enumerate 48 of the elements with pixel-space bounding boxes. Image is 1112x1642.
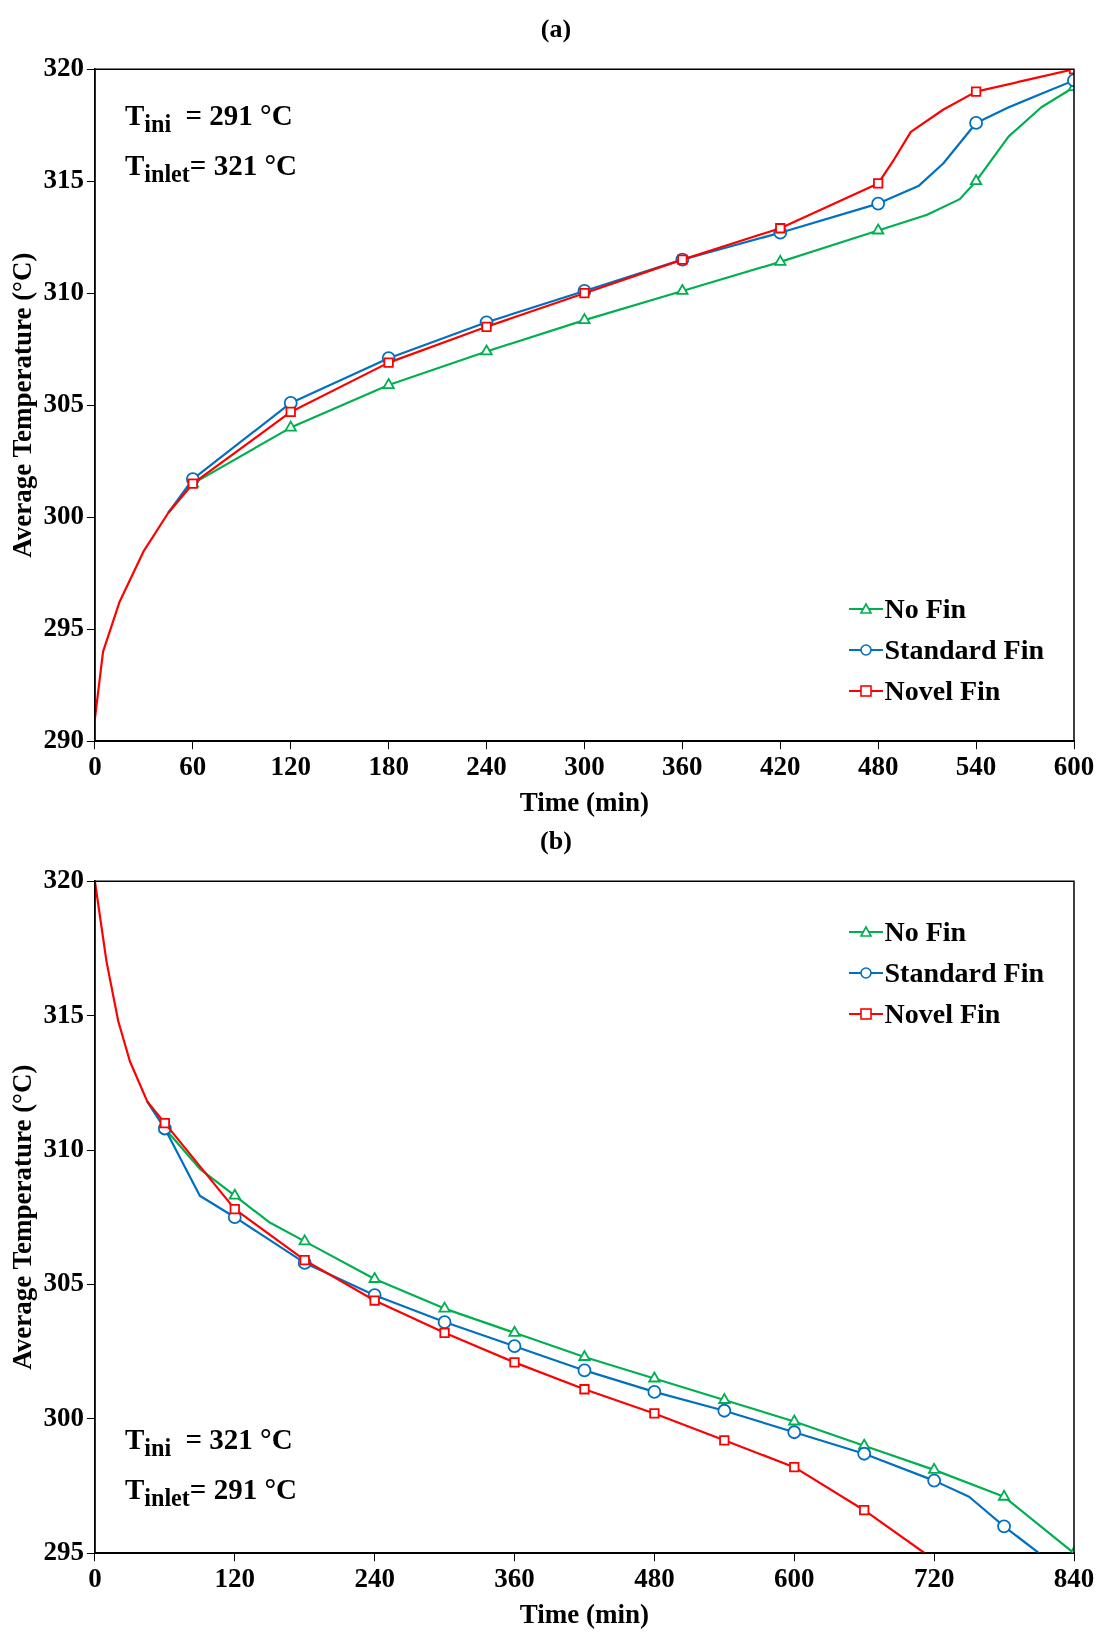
y-tick-label: 320 — [43, 52, 84, 83]
legend-label: No Fin — [884, 915, 967, 948]
x-tick-label: 240 — [466, 751, 507, 782]
annotation: T$_{inlet}$= 291 °C — [124, 1473, 297, 1513]
x-tick-label: 720 — [913, 1563, 955, 1594]
x-tick-label: 0 — [88, 751, 102, 782]
annotation: T$_{ini}$ = 321 °C — [124, 1423, 294, 1463]
y-tick-label: 315 — [43, 164, 84, 195]
y-axis-title: Average Temperature (°C) — [7, 1064, 38, 1370]
x-tick-label: 120 — [270, 751, 311, 782]
x-tick-label: 480 — [634, 1563, 675, 1594]
x-tick-label: 480 — [857, 751, 899, 782]
legend-label: Standard Fin — [884, 633, 1044, 666]
annotation: T$_{inlet}$= 321 °C — [124, 149, 297, 189]
y-tick-label: 305 — [43, 1267, 84, 1298]
legend-label: Novel Fin — [884, 674, 1001, 707]
y-tick-label: 295 — [43, 612, 84, 643]
x-tick-label: 600 — [774, 1563, 815, 1594]
x-tick-label: 60 — [179, 751, 207, 782]
y-tick-label: 320 — [43, 864, 84, 895]
x-tick-label: 420 — [760, 751, 801, 782]
y-tick-label: 315 — [43, 998, 84, 1029]
y-tick-label: 290 — [43, 724, 84, 755]
annotation: T$_{ini}$ = 291 °C — [124, 99, 294, 139]
y-tick-label: 300 — [43, 1401, 84, 1432]
y-tick-label: 310 — [43, 1132, 84, 1163]
x-tick-label: 0 — [88, 1563, 102, 1594]
y-tick-label: 310 — [43, 276, 84, 307]
x-tick-label: 360 — [662, 751, 703, 782]
x-tick-label: 360 — [494, 1563, 535, 1594]
legend-label: Standard Fin — [884, 956, 1044, 989]
x-axis-title: Time (min) — [519, 786, 650, 817]
x-tick-label: 540 — [955, 751, 997, 782]
chart-title: (b) — [539, 825, 573, 857]
x-tick-label: 120 — [214, 1563, 256, 1594]
x-tick-label: 840 — [1053, 1563, 1095, 1594]
legend-label: No Fin — [884, 592, 967, 625]
x-tick-label: 600 — [1053, 751, 1095, 782]
y-axis-title: Average Temperature (°C) — [7, 252, 38, 558]
chart-title: (a) — [539, 13, 573, 45]
y-tick-label: 305 — [43, 388, 84, 419]
x-tick-label: 180 — [368, 751, 409, 782]
x-tick-label: 240 — [354, 1563, 395, 1594]
y-tick-label: 295 — [43, 1536, 84, 1567]
x-axis-title: Time (min) — [519, 1598, 650, 1629]
legend-label: Novel Fin — [884, 997, 1001, 1030]
y-tick-label: 300 — [43, 500, 84, 531]
x-tick-label: 300 — [564, 751, 605, 782]
